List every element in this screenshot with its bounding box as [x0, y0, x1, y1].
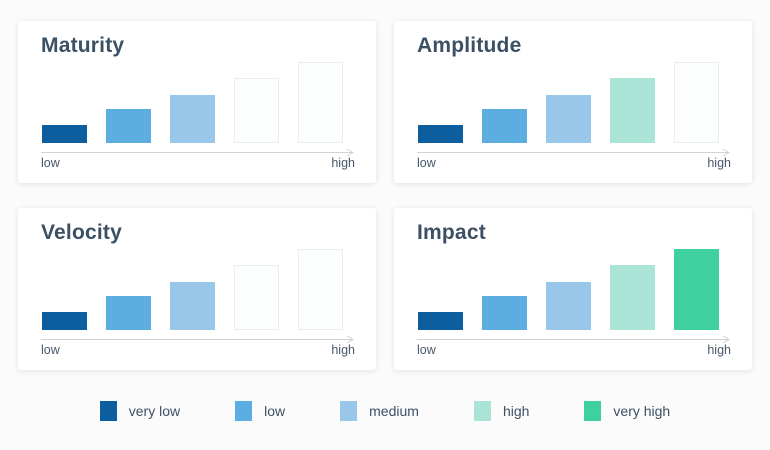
axis-labels: low high: [417, 156, 731, 170]
axis-arrow-icon: [41, 335, 354, 344]
bar-very-high: [674, 249, 719, 330]
bar-very-low: [42, 312, 87, 330]
bar-high: [234, 78, 279, 143]
bar-very-low: [42, 125, 87, 143]
bar-very-low: [418, 312, 463, 330]
bar-medium: [546, 95, 591, 143]
bar-very-high: [674, 62, 719, 143]
legend-item-very-low: very low: [99, 401, 181, 421]
legend-item-high: high: [473, 401, 530, 421]
axis-label-low: low: [417, 156, 436, 170]
bar-low: [106, 296, 151, 330]
bar-high: [610, 265, 655, 330]
panel-maturity: Maturity low high: [18, 21, 376, 183]
panel-title: Amplitude: [417, 34, 522, 57]
axis-labels: low high: [41, 156, 355, 170]
legend-item-very-high: very high: [584, 401, 670, 421]
bar-very-high: [298, 249, 343, 330]
axis-labels: low high: [41, 343, 355, 357]
bar-low: [482, 109, 527, 143]
bar-medium: [170, 282, 215, 330]
axis-label-low: low: [417, 343, 436, 357]
bar-low: [482, 296, 527, 330]
bar-very-high: [298, 62, 343, 143]
legend-swatch-high: [473, 401, 491, 421]
bar-chart: [418, 62, 720, 143]
panel-velocity: Velocity low high: [18, 208, 376, 370]
bar-chart: [42, 62, 344, 143]
panel-title: Velocity: [41, 221, 122, 244]
bar-high: [610, 78, 655, 143]
panel-title: Maturity: [41, 34, 125, 57]
axis-label-high: high: [707, 343, 731, 357]
panel-amplitude: Amplitude low high: [394, 21, 752, 183]
legend-swatch-very-high: [584, 401, 602, 421]
legend-label: very high: [613, 403, 671, 419]
axis-label-high: high: [331, 156, 355, 170]
axis-label-high: high: [707, 156, 731, 170]
panel-title: Impact: [417, 221, 486, 244]
legend-item-low: low: [235, 401, 285, 421]
legend-item-medium: medium: [340, 401, 419, 421]
bar-medium: [170, 95, 215, 143]
legend: very low low medium high very high: [0, 401, 770, 421]
legend-label: very low: [128, 403, 181, 419]
axis-arrow-icon: [41, 148, 354, 157]
bar-medium: [546, 282, 591, 330]
legend-label: medium: [369, 403, 419, 419]
bar-high: [234, 265, 279, 330]
bar-chart: [418, 249, 720, 330]
legend-swatch-medium: [340, 401, 358, 421]
axis-label-low: low: [41, 343, 60, 357]
legend-swatch-low: [235, 401, 253, 421]
axis-labels: low high: [417, 343, 731, 357]
legend-label: low: [264, 403, 286, 419]
bar-low: [106, 109, 151, 143]
panel-impact: Impact low high: [394, 208, 752, 370]
bar-very-low: [418, 125, 463, 143]
axis-arrow-icon: [417, 148, 730, 157]
axis-label-high: high: [331, 343, 355, 357]
bar-chart: [42, 249, 344, 330]
axis-label-low: low: [41, 156, 60, 170]
axis-arrow-icon: [417, 335, 730, 344]
legend-swatch-very-low: [99, 401, 117, 421]
legend-label: high: [502, 403, 530, 419]
